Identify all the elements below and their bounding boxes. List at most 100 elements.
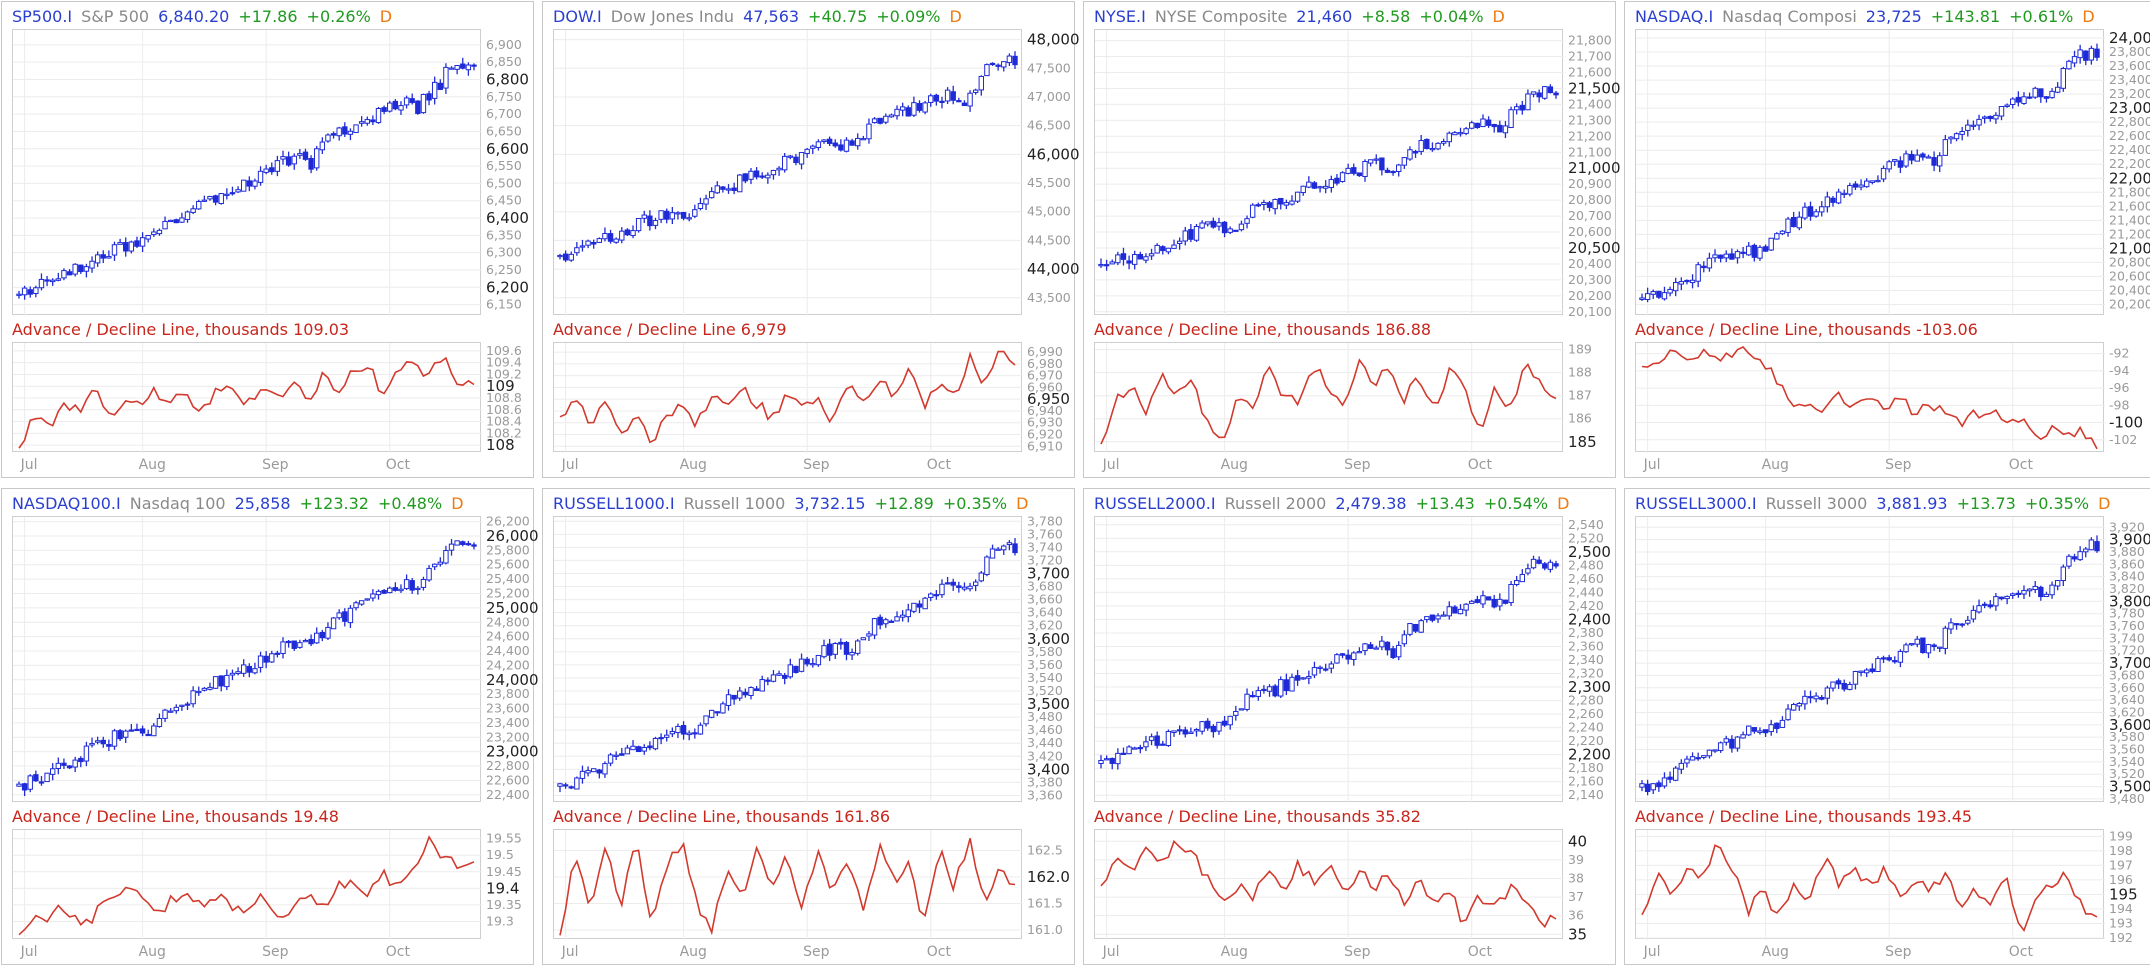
price-tick-label: 3,620 [1027,618,1063,633]
candle-body [1751,727,1758,732]
price-change: +13.73 [1956,494,2016,513]
candle-body [1644,783,1651,793]
period-selector[interactable]: D [949,7,962,26]
candle-body [658,737,664,740]
candle-body [855,640,861,654]
ad-line-chart[interactable]: 6,910 6,920 6,930 6,940 6,960 6,970 6,980 6,990… [553,342,1070,473]
candle-body [353,602,359,609]
ad-tick-label: 192 [2109,930,2133,945]
candle-body [793,665,799,673]
symbol-link[interactable]: NASDAQ100.I [12,494,121,513]
candle-body [38,781,45,784]
candle-body [61,270,67,279]
candle-body [1367,644,1374,649]
candle-body [776,167,782,171]
candle-body [675,212,681,215]
candle-body [753,688,760,692]
candle-body [557,783,563,787]
candle-body [1384,641,1391,651]
period-selector[interactable]: D [1557,494,1570,513]
candle-body [1278,679,1284,697]
candle-body [353,124,359,133]
candle-body [1137,253,1144,260]
symbol-link[interactable]: NYSE.I [1094,7,1146,26]
candle-body [1920,637,1926,654]
period-selector[interactable]: D [379,7,393,26]
price-tick-label: 21,800 [2109,184,2150,199]
ad-tick-label: 109 [486,377,515,395]
candle-body [1847,684,1853,690]
candle-body [1892,159,1898,162]
month-label: Jul [20,457,38,473]
candle-body [1976,118,1982,126]
price-tick-label: 2,500 [1568,543,1611,561]
price-tick-label: 2,460 [1568,571,1604,586]
candle-body [173,706,179,712]
candle-body [1356,651,1363,654]
ad-line-series [18,835,475,936]
candle-body [375,590,382,596]
ad-tick-label: -100 [2109,414,2143,432]
price-chart[interactable]: 20,200 20,400 20,600 20,800 21,200 21,400 21,6… [1635,29,2150,316]
price-chart[interactable]: 3,480 3,520 3,540 3,560 3,580 3,620 3,640 3,660… [1635,516,2150,806]
candle-body [720,186,726,190]
candle-body [2010,98,2016,105]
ad-tick-label: 194 [2109,901,2133,916]
candle-body [274,160,281,172]
candle-body [1205,720,1211,729]
candle-body [1373,158,1379,161]
candle-body [776,673,782,676]
symbol-link[interactable]: RUSSELL3000.I [1635,494,1757,513]
price-chart[interactable]: 20,100 20,200 20,300 20,400 20,600 20,700 20,8… [1094,29,1621,319]
candle-body [1115,254,1121,264]
ad-line-chart[interactable]: 192 193 194 196 197 198 199 195 Jul Aug Sep Oct [1635,828,2138,960]
price-tick-label: 3,700 [1027,564,1070,582]
price-tick-label: 6,200 [486,278,529,296]
period-selector[interactable]: D [1492,7,1505,26]
candle-body [1869,180,1876,183]
candle-body [1835,680,1842,685]
candle-body [460,541,466,545]
candle-body [1491,598,1497,608]
price-tick-label: 6,250 [486,262,522,277]
symbol-link[interactable]: RUSSELL1000.I [553,494,675,513]
candle-body [167,710,174,713]
ad-line-chart[interactable]: -92 -94 -96 -98 -102 -100 Jul Aug Sep Oct [1635,342,2143,473]
candle-body [1244,218,1250,224]
price-tick-label: 3,580 [1027,644,1063,659]
price-chart[interactable]: 43,500 44,500 45,000 45,500 46,500 47,000 47,5… [553,29,1080,316]
ad-line-chart[interactable]: 108.2 108.4 108.6 108.8 109.2 109.4 109.6 108 10… [12,342,522,473]
price-chart[interactable]: 6,150 6,250 6,300 6,350 6,450 6,500 6,550 6,650… [12,29,529,316]
candle-body [658,210,664,220]
candle-body [252,180,258,187]
symbol-link[interactable]: RUSSELL2000.I [1094,494,1216,513]
price-tick-label: 22,000 [2109,169,2150,187]
price-chart[interactable]: 22,400 22,600 22,800 23,200 23,400 23,600 23,8… [12,514,539,803]
ad-line-chart[interactable]: 36 37 38 39 35 40 Jul Aug Sep Oct [1094,829,1587,960]
candle-body [1412,623,1419,632]
candle-body [1227,228,1233,233]
price-chart[interactable]: 3,360 3,380 3,420 3,440 3,460 3,480 3,520 3,540… [553,513,1070,803]
ad-line-chart[interactable]: 19.3 19.35 19.45 19.5 19.55 19.4 Jul Aug Sep Oct [12,829,522,960]
ad-line-chart[interactable]: 161.0 161.5 162.5 162.0 Jul Aug Sep Oct [553,829,1070,960]
symbol-link[interactable]: DOW.I [553,7,602,26]
candle-body [1542,86,1548,99]
price-tick-label: 25,200 [486,585,530,600]
price-tick-label: 23,200 [486,729,530,744]
candle-body [624,229,631,236]
price-tick-label: 21,000 [1568,159,1621,177]
period-selector[interactable]: D [1016,494,1029,513]
period-selector[interactable]: D [2098,494,2111,513]
period-selector[interactable]: D [2082,7,2095,26]
candle-body [995,548,1001,551]
symbol-link[interactable]: SP500.I [12,7,73,26]
ad-line-chart[interactable]: 186 187 188 189 185 Jul Aug Sep Oct [1094,342,1597,473]
symbol-link[interactable]: NASDAQ.I [1635,7,1714,26]
last-price: 23,725 [1865,7,1922,26]
candle-body [1762,729,1769,734]
candle-body [899,614,906,618]
period-selector[interactable]: D [451,494,464,513]
price-chart[interactable]: 2,140 2,160 2,180 2,220 2,240 2,260 2,280 2,320… [1094,516,1611,803]
